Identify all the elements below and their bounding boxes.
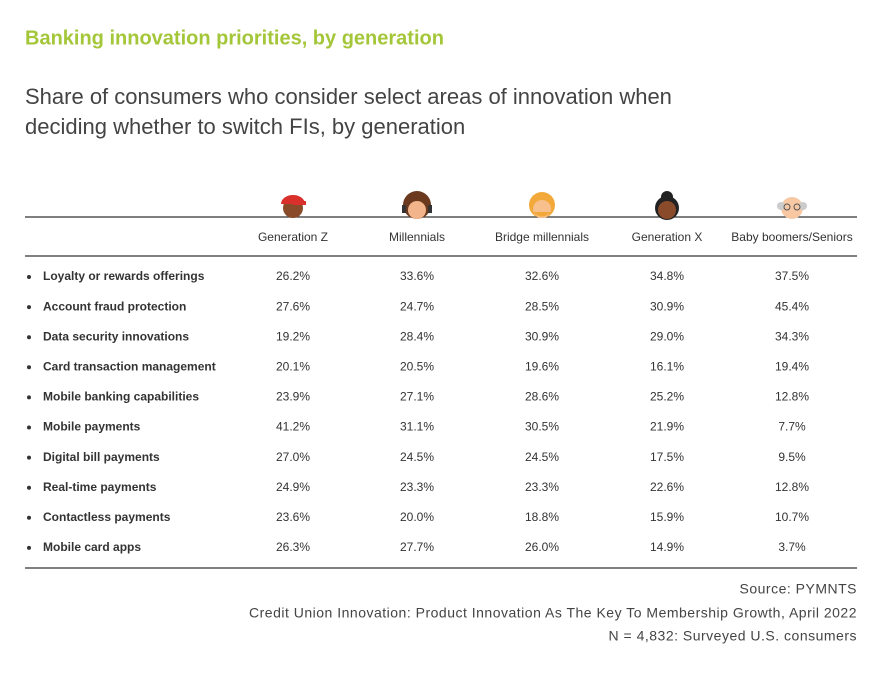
cell-value: 27.7% [400, 540, 434, 554]
cell-value: 28.5% [525, 299, 559, 313]
row-label: Card transaction management [43, 359, 216, 373]
bullet [27, 305, 31, 310]
row-label: Contactless payments [43, 510, 171, 524]
row-label: Mobile banking capabilities [43, 390, 199, 404]
cell-value: 27.6% [276, 299, 310, 313]
bullet [27, 455, 31, 460]
row-label: Account fraud protection [43, 299, 186, 313]
cell-value: 28.6% [525, 390, 559, 404]
cell-value: 24.5% [400, 450, 434, 464]
cell-value: 20.1% [276, 359, 310, 373]
cell-value: 22.6% [650, 480, 684, 494]
column-header: Baby boomers/Seniors [731, 230, 852, 244]
bullet [27, 485, 31, 490]
bullet [27, 275, 31, 279]
cell-value: 9.5% [778, 450, 806, 464]
subtitle: deciding whether to switch FIs, by gener… [25, 114, 465, 139]
cell-value: 17.5% [650, 450, 684, 464]
cell-value: 33.6% [400, 269, 434, 283]
cell-value: 23.3% [525, 480, 559, 494]
cell-value: 14.9% [650, 540, 684, 554]
cell-value: 20.5% [400, 359, 434, 373]
icon [777, 197, 807, 219]
column-header: Generation X [632, 230, 703, 244]
cell-value: 34.8% [650, 269, 684, 283]
cell-value: 34.3% [775, 329, 809, 343]
cell-value: 24.7% [400, 299, 434, 313]
cell-value: 25.2% [650, 390, 684, 404]
column-header: Millennials [389, 230, 445, 244]
cell-value: 19.2% [276, 329, 310, 343]
icon [529, 192, 555, 218]
cell-value: 20.0% [400, 510, 434, 524]
cell-value: 12.8% [775, 390, 809, 404]
cell-value: 37.5% [775, 269, 809, 283]
subtitle: Share of consumers who consider select a… [25, 84, 672, 109]
cell-value: 30.9% [650, 299, 684, 313]
cell-value: 41.2% [276, 420, 310, 434]
cell-value: 3.7% [778, 540, 806, 554]
icon [281, 195, 306, 218]
row-label: Digital bill payments [43, 450, 160, 464]
cell-value: 19.4% [775, 359, 809, 373]
cell-value: 23.6% [276, 510, 310, 524]
cell-value: 27.1% [400, 390, 434, 404]
row-label: Real-time payments [43, 480, 157, 494]
row-label: Loyalty or rewards offerings [43, 269, 205, 283]
cell-value: 12.8% [775, 480, 809, 494]
bullet [27, 365, 31, 370]
icon [402, 191, 432, 219]
cell-value: 32.6% [525, 269, 559, 283]
cell-value: 29.0% [650, 329, 684, 343]
column-header: Bridge millennials [495, 230, 589, 244]
sample: N = 4,832: Surveyed U.S. consumers [609, 628, 858, 644]
cell-value: 26.2% [276, 269, 310, 283]
cell-value: 21.9% [650, 420, 684, 434]
title: Banking innovation priorities, by genera… [25, 27, 444, 49]
row-label: Mobile card apps [43, 540, 141, 554]
cell-value: 27.0% [276, 450, 310, 464]
cell-value: 10.7% [775, 510, 809, 524]
cell-value: 24.9% [276, 480, 310, 494]
source: Source: PYMNTS [740, 581, 857, 597]
column-header: Generation Z [258, 230, 328, 244]
cell-value: 28.4% [400, 329, 434, 343]
cell-value: 15.9% [650, 510, 684, 524]
cell-value: 26.3% [276, 540, 310, 554]
cell-value: 19.6% [525, 359, 559, 373]
cell-value: 45.4% [775, 299, 809, 313]
bullet [27, 515, 31, 520]
icon [655, 191, 679, 220]
cell-value: 23.9% [276, 390, 310, 404]
row-label: Mobile payments [43, 420, 141, 434]
cell-value: 30.9% [525, 329, 559, 343]
bullet [27, 395, 31, 400]
cell-value: 18.8% [525, 510, 559, 524]
bullet [27, 425, 31, 430]
report: Credit Union Innovation: Product Innovat… [249, 605, 857, 621]
cell-value: 26.0% [525, 540, 559, 554]
cell-value: 23.3% [400, 480, 434, 494]
cell-value: 31.1% [400, 420, 434, 434]
cell-value: 7.7% [778, 420, 806, 434]
cell-value: 30.5% [525, 420, 559, 434]
row-label: Data security innovations [43, 329, 189, 343]
cell-value: 16.1% [650, 359, 684, 373]
bullet [27, 335, 31, 340]
bullet [27, 545, 31, 550]
cell-value: 24.5% [525, 450, 559, 464]
